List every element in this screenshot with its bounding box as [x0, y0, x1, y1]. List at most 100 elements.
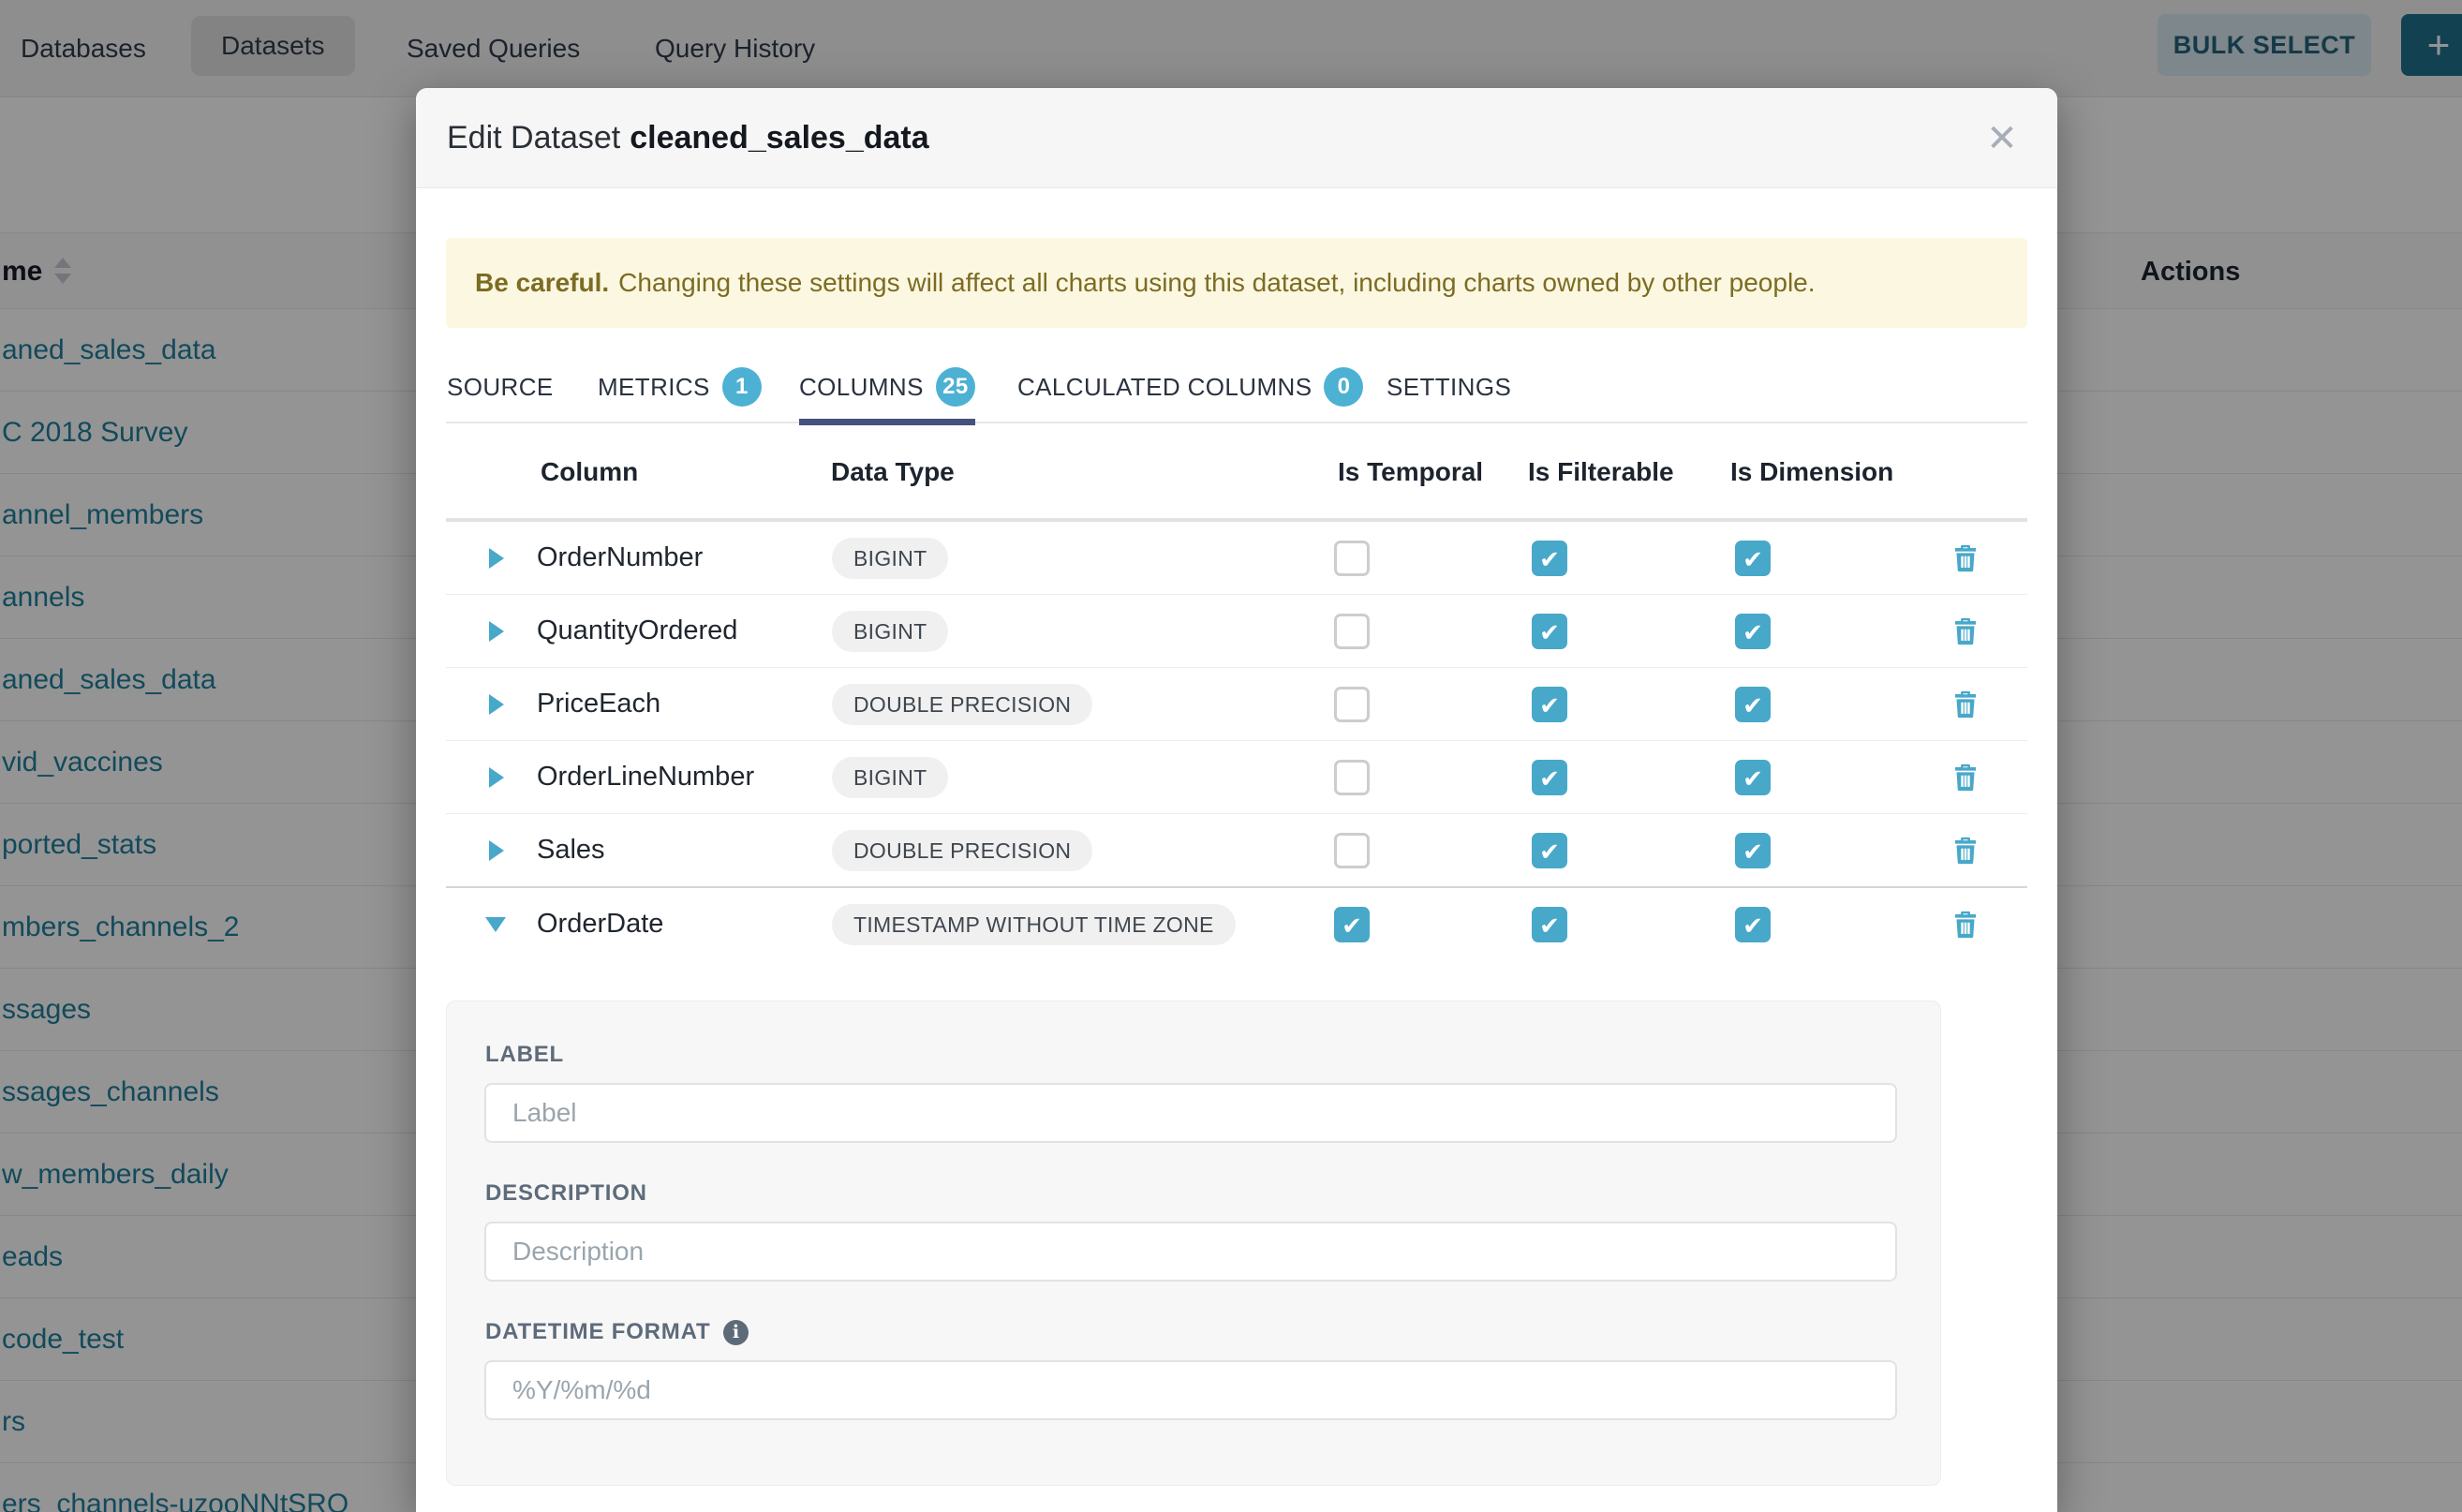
modal-header: Edit Dataset cleaned_sales_data ✕: [416, 88, 2057, 188]
tab-label: SETTINGS: [1387, 372, 1512, 401]
column-row: OrderLineNumber BIGINT: [446, 741, 2027, 814]
nav-item-label: Saved Queries: [407, 34, 581, 63]
expand-caret-icon[interactable]: [489, 548, 504, 569]
tab-count-badge: 1: [721, 367, 762, 407]
tab-calculated-columns[interactable]: CALCULATED COLUMNS 0: [1017, 350, 1364, 423]
column-name: OrderLineNumber: [537, 762, 755, 792]
is-filterable-checkbox[interactable]: [1532, 614, 1567, 649]
table-row: ers_channels-uzooNNtSRO: [0, 1463, 2462, 1512]
delete-column-icon[interactable]: [1950, 909, 1981, 941]
dataset-link[interactable]: ssages_channels: [2, 1075, 219, 1107]
info-icon[interactable]: i: [723, 1319, 749, 1345]
columns-table-rows: OrderNumber BIGINT QuantityOrdered BIGIN…: [446, 522, 2027, 959]
is-dimension-checkbox[interactable]: [1735, 833, 1771, 868]
tab-label: CALCULATED COLUMNS: [1017, 372, 1313, 401]
dataset-link[interactable]: vid_vaccines: [2, 746, 163, 778]
dataset-link[interactable]: aned_sales_data: [2, 663, 216, 695]
is-temporal-checkbox[interactable]: [1334, 687, 1370, 722]
delete-column-icon[interactable]: [1950, 542, 1981, 574]
is-temporal-checkbox[interactable]: [1334, 541, 1370, 576]
tab-settings[interactable]: SETTINGS: [1387, 350, 1511, 423]
dataset-link[interactable]: annels: [2, 581, 85, 613]
is-dimension-checkbox[interactable]: [1735, 541, 1771, 576]
columns-table-header: Column Data Type Is Temporal Is Filterab…: [446, 423, 2027, 522]
dataset-link[interactable]: annel_members: [2, 498, 204, 530]
dataset-link[interactable]: ssages: [2, 993, 92, 1025]
tab-columns[interactable]: COLUMNS 25: [799, 350, 975, 425]
column-row: OrderDate TIMESTAMP WITHOUT TIME ZONE: [446, 886, 2027, 959]
actions-column-header: Actions: [2141, 257, 2241, 287]
is-temporal-checkbox[interactable]: [1334, 760, 1370, 795]
columns-table: Column Data Type Is Temporal Is Filterab…: [446, 423, 2027, 959]
expand-caret-icon[interactable]: [489, 694, 504, 715]
datetime-format-input[interactable]: [484, 1360, 1897, 1420]
nav-item-databases[interactable]: Databases: [21, 0, 146, 97]
tab-metrics[interactable]: METRICS 1: [598, 350, 762, 423]
is-temporal-checkbox[interactable]: [1334, 833, 1370, 868]
expand-caret-icon[interactable]: [485, 917, 506, 932]
header-is-dimension: Is Dimension: [1730, 457, 1894, 486]
is-filterable-checkbox[interactable]: [1532, 687, 1567, 722]
column-data-type-pill: TIMESTAMP WITHOUT TIME ZONE: [832, 904, 1236, 945]
expand-caret-icon[interactable]: [489, 840, 504, 861]
is-temporal-checkbox[interactable]: [1334, 614, 1370, 649]
add-dataset-button[interactable]: +: [2401, 14, 2462, 76]
name-column-header[interactable]: me: [2, 256, 43, 287]
dataset-link[interactable]: code_test: [2, 1323, 125, 1355]
dataset-link[interactable]: mbers_channels_2: [2, 911, 240, 942]
label-input[interactable]: [484, 1083, 1897, 1143]
edit-dataset-modal: Edit Dataset cleaned_sales_data ✕ Be care…: [416, 88, 2057, 1512]
header-data-type: Data Type: [831, 457, 955, 486]
dataset-link[interactable]: rs: [2, 1405, 25, 1437]
description-input[interactable]: [484, 1222, 1897, 1282]
column-row: Sales DOUBLE PRECISION: [446, 814, 2027, 887]
tab-label: SOURCE: [447, 372, 554, 401]
sort-icon[interactable]: [54, 256, 71, 288]
column-data-type-pill: DOUBLE PRECISION: [832, 684, 1093, 725]
column-row: QuantityOrdered BIGINT: [446, 595, 2027, 668]
is-dimension-checkbox[interactable]: [1735, 614, 1771, 649]
column-data-type-pill: BIGINT: [832, 611, 949, 652]
label-field-label: LABEL: [485, 1042, 564, 1067]
is-filterable-checkbox[interactable]: [1532, 760, 1567, 795]
warning-banner: Be careful. Changing these settings will…: [446, 238, 2027, 328]
nav-item-label: Databases: [21, 34, 146, 63]
bulk-select-button[interactable]: BULK SELECT: [2158, 14, 2371, 76]
column-name: QuantityOrdered: [537, 615, 738, 645]
warning-banner-bold: Be careful.: [475, 268, 610, 297]
column-row: PriceEach DOUBLE PRECISION: [446, 668, 2027, 741]
header-is-filterable: Is Filterable: [1528, 457, 1674, 486]
tab-source[interactable]: SOURCE: [447, 350, 554, 423]
expand-caret-icon[interactable]: [489, 621, 504, 642]
dataset-link[interactable]: aned_sales_data: [2, 334, 216, 365]
tab-label: METRICS: [598, 372, 710, 401]
column-name: OrderDate: [537, 909, 664, 939]
dataset-link[interactable]: ers_channels-uzooNNtSRO: [2, 1488, 349, 1512]
modal-title: Edit Dataset cleaned_sales_data: [447, 119, 929, 156]
is-filterable-checkbox[interactable]: [1532, 907, 1567, 942]
close-icon[interactable]: ✕: [1986, 118, 2018, 159]
dataset-link[interactable]: eads: [2, 1240, 64, 1272]
warning-banner-text: Changing these settings will affect all …: [618, 268, 1816, 297]
expand-caret-icon[interactable]: [489, 767, 504, 788]
column-name: Sales: [537, 835, 605, 865]
nav-item-saved-queries[interactable]: Saved Queries: [407, 0, 580, 97]
is-filterable-checkbox[interactable]: [1532, 833, 1567, 868]
is-dimension-checkbox[interactable]: [1735, 907, 1771, 942]
nav-item-query-history[interactable]: Query History: [655, 0, 815, 97]
is-dimension-checkbox[interactable]: [1735, 687, 1771, 722]
dataset-link[interactable]: C 2018 Survey: [2, 416, 188, 448]
delete-column-icon[interactable]: [1950, 615, 1981, 647]
delete-column-icon[interactable]: [1950, 762, 1981, 793]
delete-column-icon[interactable]: [1950, 835, 1981, 867]
nav-items: Databases Datasets Saved Queries Query H…: [0, 0, 2462, 96]
dataset-link[interactable]: ported_stats: [2, 828, 157, 860]
is-temporal-checkbox[interactable]: [1334, 907, 1370, 942]
is-filterable-checkbox[interactable]: [1532, 541, 1567, 576]
nav-item-datasets[interactable]: Datasets: [191, 16, 355, 76]
nav-item-label: Datasets: [221, 31, 325, 60]
delete-column-icon[interactable]: [1950, 689, 1981, 720]
column-detail-panel: LABEL DESCRIPTION DATETIME FORMAT i: [446, 1001, 1941, 1486]
is-dimension-checkbox[interactable]: [1735, 760, 1771, 795]
dataset-link[interactable]: w_members_daily: [2, 1158, 229, 1190]
